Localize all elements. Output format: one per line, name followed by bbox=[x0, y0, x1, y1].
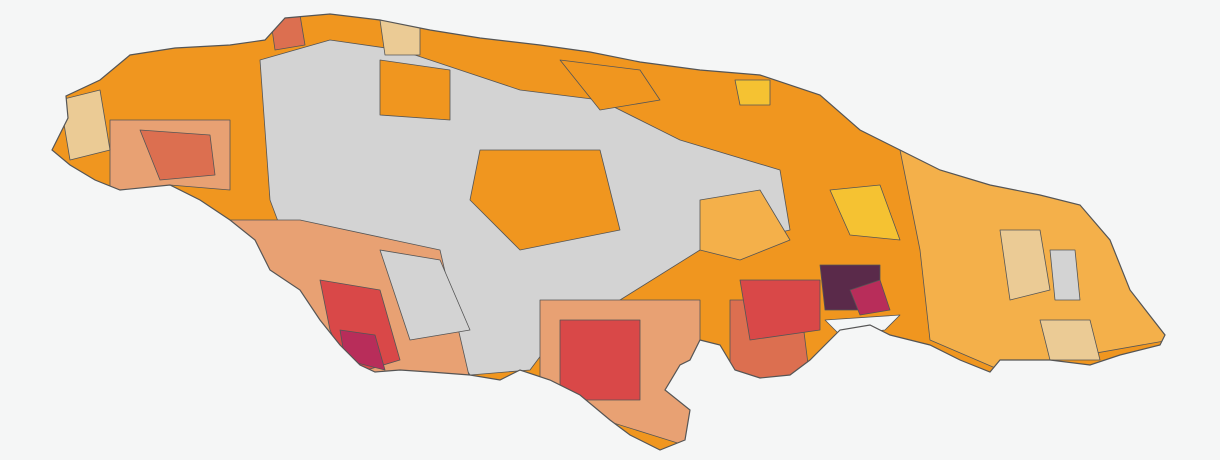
region bbox=[1049, 249, 1081, 301]
region bbox=[469, 149, 621, 251]
region bbox=[269, 14, 306, 51]
region bbox=[999, 229, 1051, 301]
region bbox=[379, 19, 421, 56]
region bbox=[559, 319, 641, 401]
region bbox=[559, 59, 661, 111]
region bbox=[699, 189, 791, 261]
region bbox=[139, 129, 216, 181]
region bbox=[739, 279, 821, 341]
region bbox=[1039, 319, 1101, 361]
region bbox=[849, 279, 891, 316]
region bbox=[829, 184, 901, 241]
region bbox=[379, 249, 471, 341]
region bbox=[734, 79, 771, 106]
coastline bbox=[51, 13, 1166, 451]
region bbox=[379, 59, 451, 121]
region bbox=[59, 89, 111, 161]
